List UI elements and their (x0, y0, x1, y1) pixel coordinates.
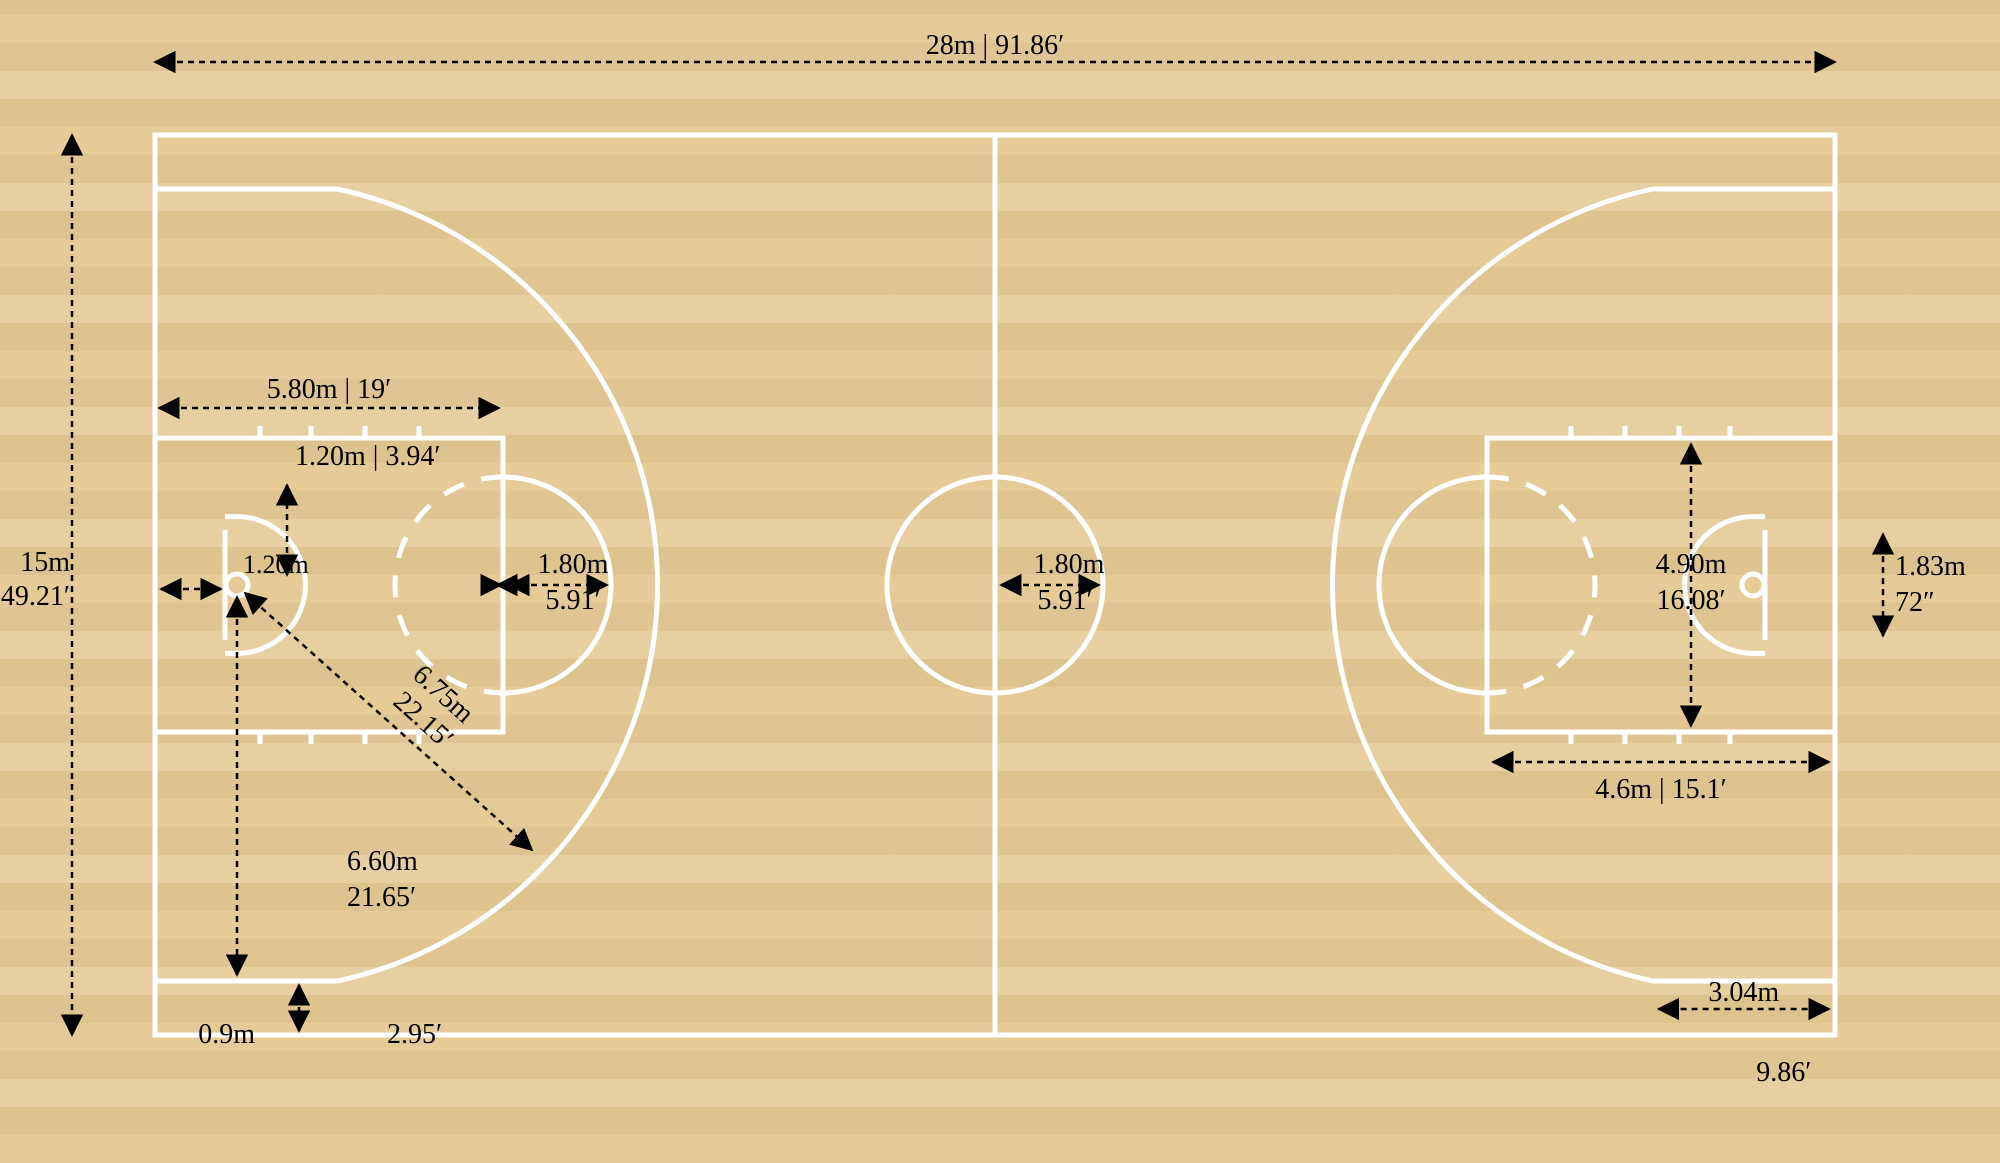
dim-ft-r-ft: 5.91′ (545, 585, 600, 616)
dim-court-length: 28m | 91.86′ (926, 30, 1065, 61)
dim-basket-setback: 1.20m (243, 550, 309, 579)
court-diagram: 28m | 91.86′ 15m49.21′ 5.80m | 19′ 1.20m | … (0, 0, 2000, 1163)
dim-3side-m: 6.60m (347, 846, 418, 877)
dim-backboard-setback: 1.20m | 3.94′ (295, 441, 441, 472)
dim-cornd-ft: 9.86′ (1756, 1057, 1811, 1088)
dim-key-length: 5.80m | 19′ (267, 374, 392, 405)
dim-court-width-ft: 49.21′ (1, 581, 70, 612)
dim-ft-r-m: 1.80m (538, 549, 609, 580)
dim-bb-m: 1.83m (1895, 551, 1966, 582)
dim-keyw-m: 4.90m (1656, 549, 1727, 580)
dim-center-r-m: 1.80m (1034, 549, 1105, 580)
dimensions (72, 62, 1883, 1035)
dim-3side-ft: 21.65′ (347, 882, 416, 913)
dim-corner-off-ft: 2.95′ (387, 1019, 442, 1050)
dim-keyw-ft: 16.08′ (1656, 585, 1725, 616)
dim-cornd-m: 3.04m (1708, 977, 1779, 1008)
dim-center-r-ft: 5.91′ (1037, 585, 1092, 616)
dim-bb-ft: 72″ (1895, 587, 1935, 618)
dim-keyw-bottom: 4.6m | 15.1′ (1595, 774, 1727, 805)
dim-corner-off-m: 0.9m (198, 1019, 255, 1050)
dim-court-width-m: 15m (20, 547, 70, 578)
